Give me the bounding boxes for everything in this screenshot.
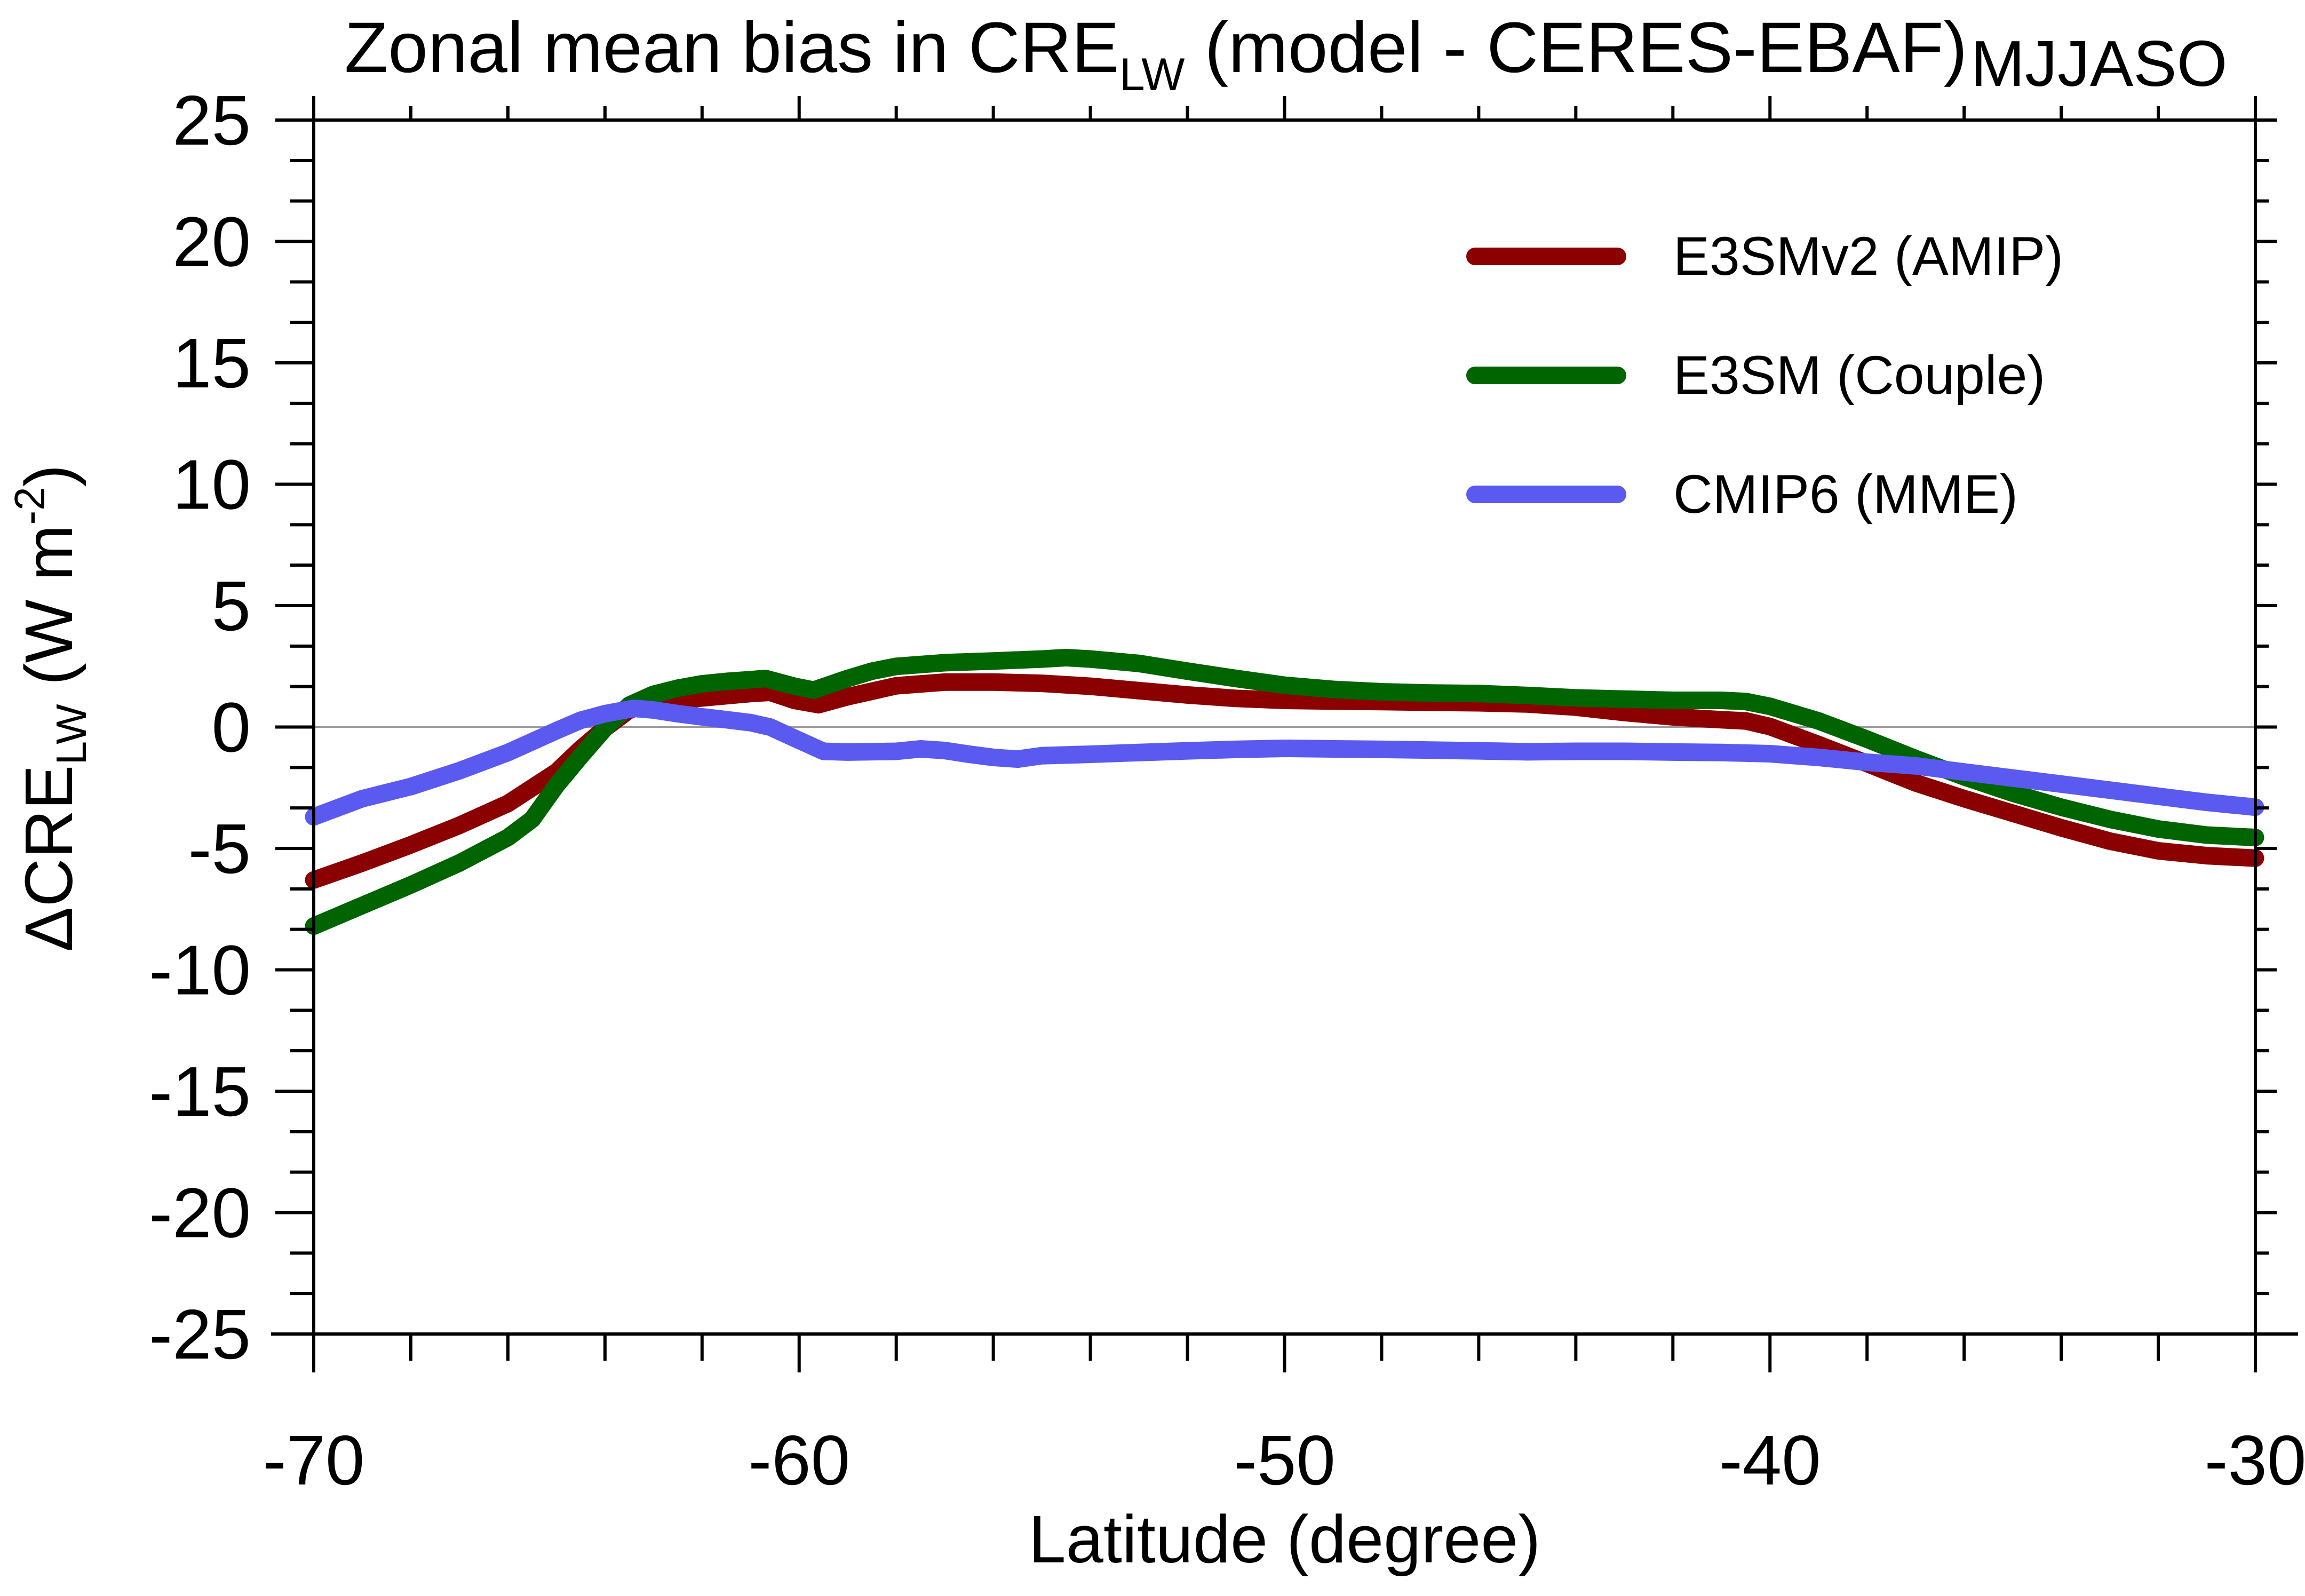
legend-line-swatch-red	[1466, 247, 1626, 265]
chart-title: Zonal mean bias in CRELW (model - CERES-…	[267, 0, 2305, 100]
x-tick-label: -50	[1234, 1421, 1336, 1499]
y-tick-label: 0	[212, 688, 251, 767]
legend-line-swatch-green	[1466, 366, 1626, 384]
y-axis-title-close: )	[11, 464, 86, 487]
x-axis-title: Latitude (degree)	[1028, 1502, 1541, 1577]
legend-label: E3SM (Couple)	[1673, 344, 2046, 406]
y-tick-label: 25	[172, 81, 251, 160]
y-tick-label: -5	[188, 809, 251, 888]
y-axis-title: ΔCRELW (W m-2)	[5, 464, 96, 951]
legend-item-e3sm-couple: E3SM (Couple)	[1466, 338, 2045, 412]
x-tick-label: -70	[263, 1421, 365, 1499]
y-axis-title-subscript: LW	[47, 704, 95, 765]
chart-title-suffix: (model - CERES-EBAF)	[1185, 8, 1968, 88]
legend-item-e3smv2-amip: E3SMv2 (AMIP)	[1466, 219, 2063, 293]
legend-item-cmip6-mme: CMIP6 (MME)	[1466, 457, 2018, 531]
chart-title-season: MJJASO	[1970, 27, 2228, 100]
legend-line-swatch-blue	[1466, 485, 1626, 503]
x-tick-label: -30	[2205, 1421, 2305, 1499]
y-tick-label: 10	[172, 446, 251, 524]
y-tick-label: -10	[149, 931, 251, 1010]
y-tick-label: 5	[212, 567, 251, 645]
series-line-cmip6-mme	[305, 700, 2264, 826]
y-axis-title-superscript: -2	[6, 487, 53, 525]
y-tick-label: 20	[172, 203, 251, 281]
legend-label: E3SMv2 (AMIP)	[1673, 225, 2064, 287]
x-tick-label: -40	[1719, 1421, 1821, 1499]
x-tick-label: -60	[748, 1421, 850, 1499]
y-tick-label: -15	[149, 1052, 251, 1131]
y-tick-label: -20	[149, 1174, 251, 1252]
chart-title-subscript: LW	[1119, 49, 1185, 100]
y-axis-title-mid: (W m	[11, 525, 86, 704]
legend-label: CMIP6 (MME)	[1673, 463, 2018, 525]
y-tick-label: -25	[149, 1295, 251, 1373]
y-tick-label: 15	[172, 324, 251, 402]
y-axis-title-prefix: ΔCRE	[11, 765, 86, 952]
chart-title-text: Zonal mean bias in CRE	[344, 8, 1119, 88]
